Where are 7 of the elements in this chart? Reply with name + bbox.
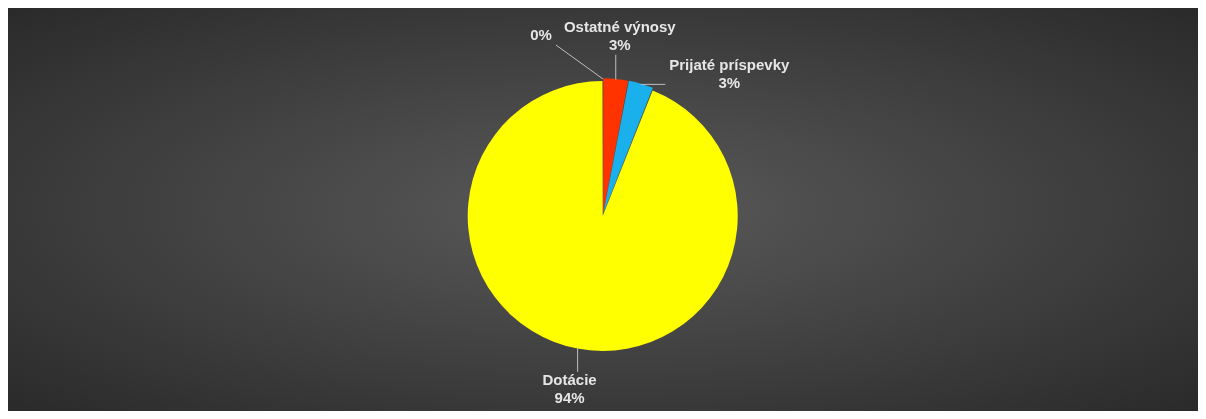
slice-label: Dotácie — [542, 370, 597, 388]
data-label: 94% — [554, 388, 585, 406]
slice-label: Ostatné výnosy — [563, 17, 677, 35]
data-label: 3% — [718, 73, 741, 91]
slice-label: Prijaté príspevky — [669, 55, 790, 73]
data-label: 3% — [608, 35, 631, 53]
text: 0% — [530, 26, 552, 44]
